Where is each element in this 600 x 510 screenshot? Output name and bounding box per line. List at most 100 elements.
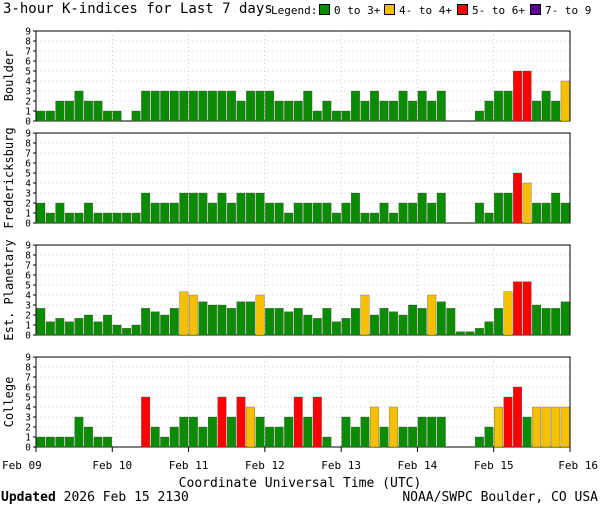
kindex-bar — [408, 100, 418, 122]
kindex-bar — [74, 318, 84, 336]
kindex-bar — [474, 202, 484, 224]
kindex-bar — [293, 202, 303, 224]
kindex-bar — [455, 331, 465, 336]
kindex-bar — [103, 110, 112, 122]
kindex-bar — [541, 308, 551, 336]
kindex-bar — [217, 192, 227, 224]
kindex-bar — [503, 192, 513, 224]
x-axis-label: Coordinate Universal Time (UTC) — [178, 476, 422, 491]
kindex-bar — [360, 212, 370, 224]
legend-item-storm: 5- to 6+ — [457, 4, 525, 17]
kindex-bar — [265, 308, 275, 336]
kindex-bar — [284, 212, 294, 224]
kindex-bar — [36, 436, 46, 448]
y-tick-label: 5 — [25, 169, 31, 180]
kindex-bar — [312, 110, 322, 122]
kindex-bar — [503, 291, 513, 336]
kindex-bar — [560, 301, 570, 336]
kindex-bar — [112, 212, 122, 224]
legend-item-active: 4- to 4+ — [384, 4, 452, 17]
kindex-bar — [150, 90, 160, 122]
kindex-bar — [331, 212, 341, 224]
kindex-bar — [427, 100, 437, 122]
kindex-bar — [351, 426, 360, 448]
kindex-bar — [150, 311, 160, 336]
kindex-bar — [84, 314, 93, 336]
kindex-bar — [293, 308, 303, 336]
y-tick-label: 0 — [25, 219, 31, 230]
kindex-bar — [179, 416, 189, 448]
legend-item-quiet: 0 to 3+ — [319, 4, 380, 17]
kindex-bar — [141, 90, 151, 122]
plot-frame — [35, 132, 571, 224]
kindex-bar — [217, 396, 227, 448]
kindex-bar — [45, 436, 55, 448]
kindex-bar — [131, 212, 141, 224]
kindex-bar — [341, 202, 351, 224]
kindex-bar — [207, 304, 217, 336]
kindex-bar — [188, 294, 198, 336]
kindex-bar — [84, 426, 93, 448]
kindex-bar — [246, 90, 255, 122]
kindex-bar — [522, 416, 532, 448]
kindex-bar — [312, 318, 322, 336]
kindex-bar — [246, 406, 255, 448]
kindex-bar — [560, 406, 570, 448]
kindex-bar — [103, 436, 112, 448]
y-tick-label: 9 — [25, 129, 31, 140]
kindex-bar — [217, 90, 227, 122]
kindex-bar — [265, 90, 275, 122]
legend-swatch-yellow — [384, 4, 395, 15]
kindex-bar — [64, 212, 74, 224]
kindex-bar — [513, 281, 522, 336]
kindex-bar — [379, 202, 389, 224]
y-tick-label: 4 — [25, 179, 31, 190]
kindex-bar — [522, 182, 532, 224]
kindex-bar — [303, 416, 313, 448]
legend-item-severe: 7- to 9 — [530, 4, 591, 17]
kindex-bar — [360, 294, 370, 336]
kindex-bar — [331, 110, 341, 122]
kindex-bar — [379, 426, 389, 448]
kindex-bar — [64, 321, 74, 336]
y-tick-label: 5 — [25, 281, 31, 292]
kindex-bar — [389, 212, 399, 224]
kindex-bar — [417, 192, 427, 224]
kindex-bar — [351, 90, 360, 122]
kindex-bar — [513, 172, 522, 224]
kindex-bar — [45, 321, 55, 336]
y-tick-label: 0 — [25, 117, 31, 128]
kindex-bar — [322, 436, 332, 448]
y-tick-label: 6 — [25, 271, 31, 282]
y-tick-label: 7 — [25, 47, 31, 58]
kindex-bar — [398, 202, 408, 224]
kindex-bar — [351, 192, 360, 224]
plot-frame — [35, 244, 571, 336]
kindex-bar — [246, 301, 255, 336]
y-tick-label: 0 — [25, 331, 31, 342]
kindex-bar — [265, 426, 275, 448]
station-label: Boulder — [2, 51, 16, 102]
y-tick-label: 4 — [25, 77, 31, 88]
kindex-bar — [398, 90, 408, 122]
kindex-bar — [274, 100, 284, 122]
x-tick-label: Feb 10 — [92, 459, 132, 472]
kindex-bar — [484, 321, 494, 336]
kindex-bar — [55, 100, 65, 122]
kindex-bar — [284, 311, 294, 336]
kindex-bar — [436, 192, 446, 224]
y-tick-label: 8 — [25, 251, 31, 262]
kindex-bar — [188, 90, 198, 122]
kindex-bar — [370, 314, 379, 336]
y-tick-label: 3 — [25, 413, 31, 424]
y-tick-label: 1 — [25, 321, 31, 332]
kindex-bar — [255, 294, 265, 336]
kindex-bar — [474, 110, 484, 122]
kindex-bar — [169, 308, 179, 336]
kindex-bar — [227, 308, 236, 336]
kindex-bar — [322, 202, 332, 224]
kindex-bar — [179, 192, 189, 224]
